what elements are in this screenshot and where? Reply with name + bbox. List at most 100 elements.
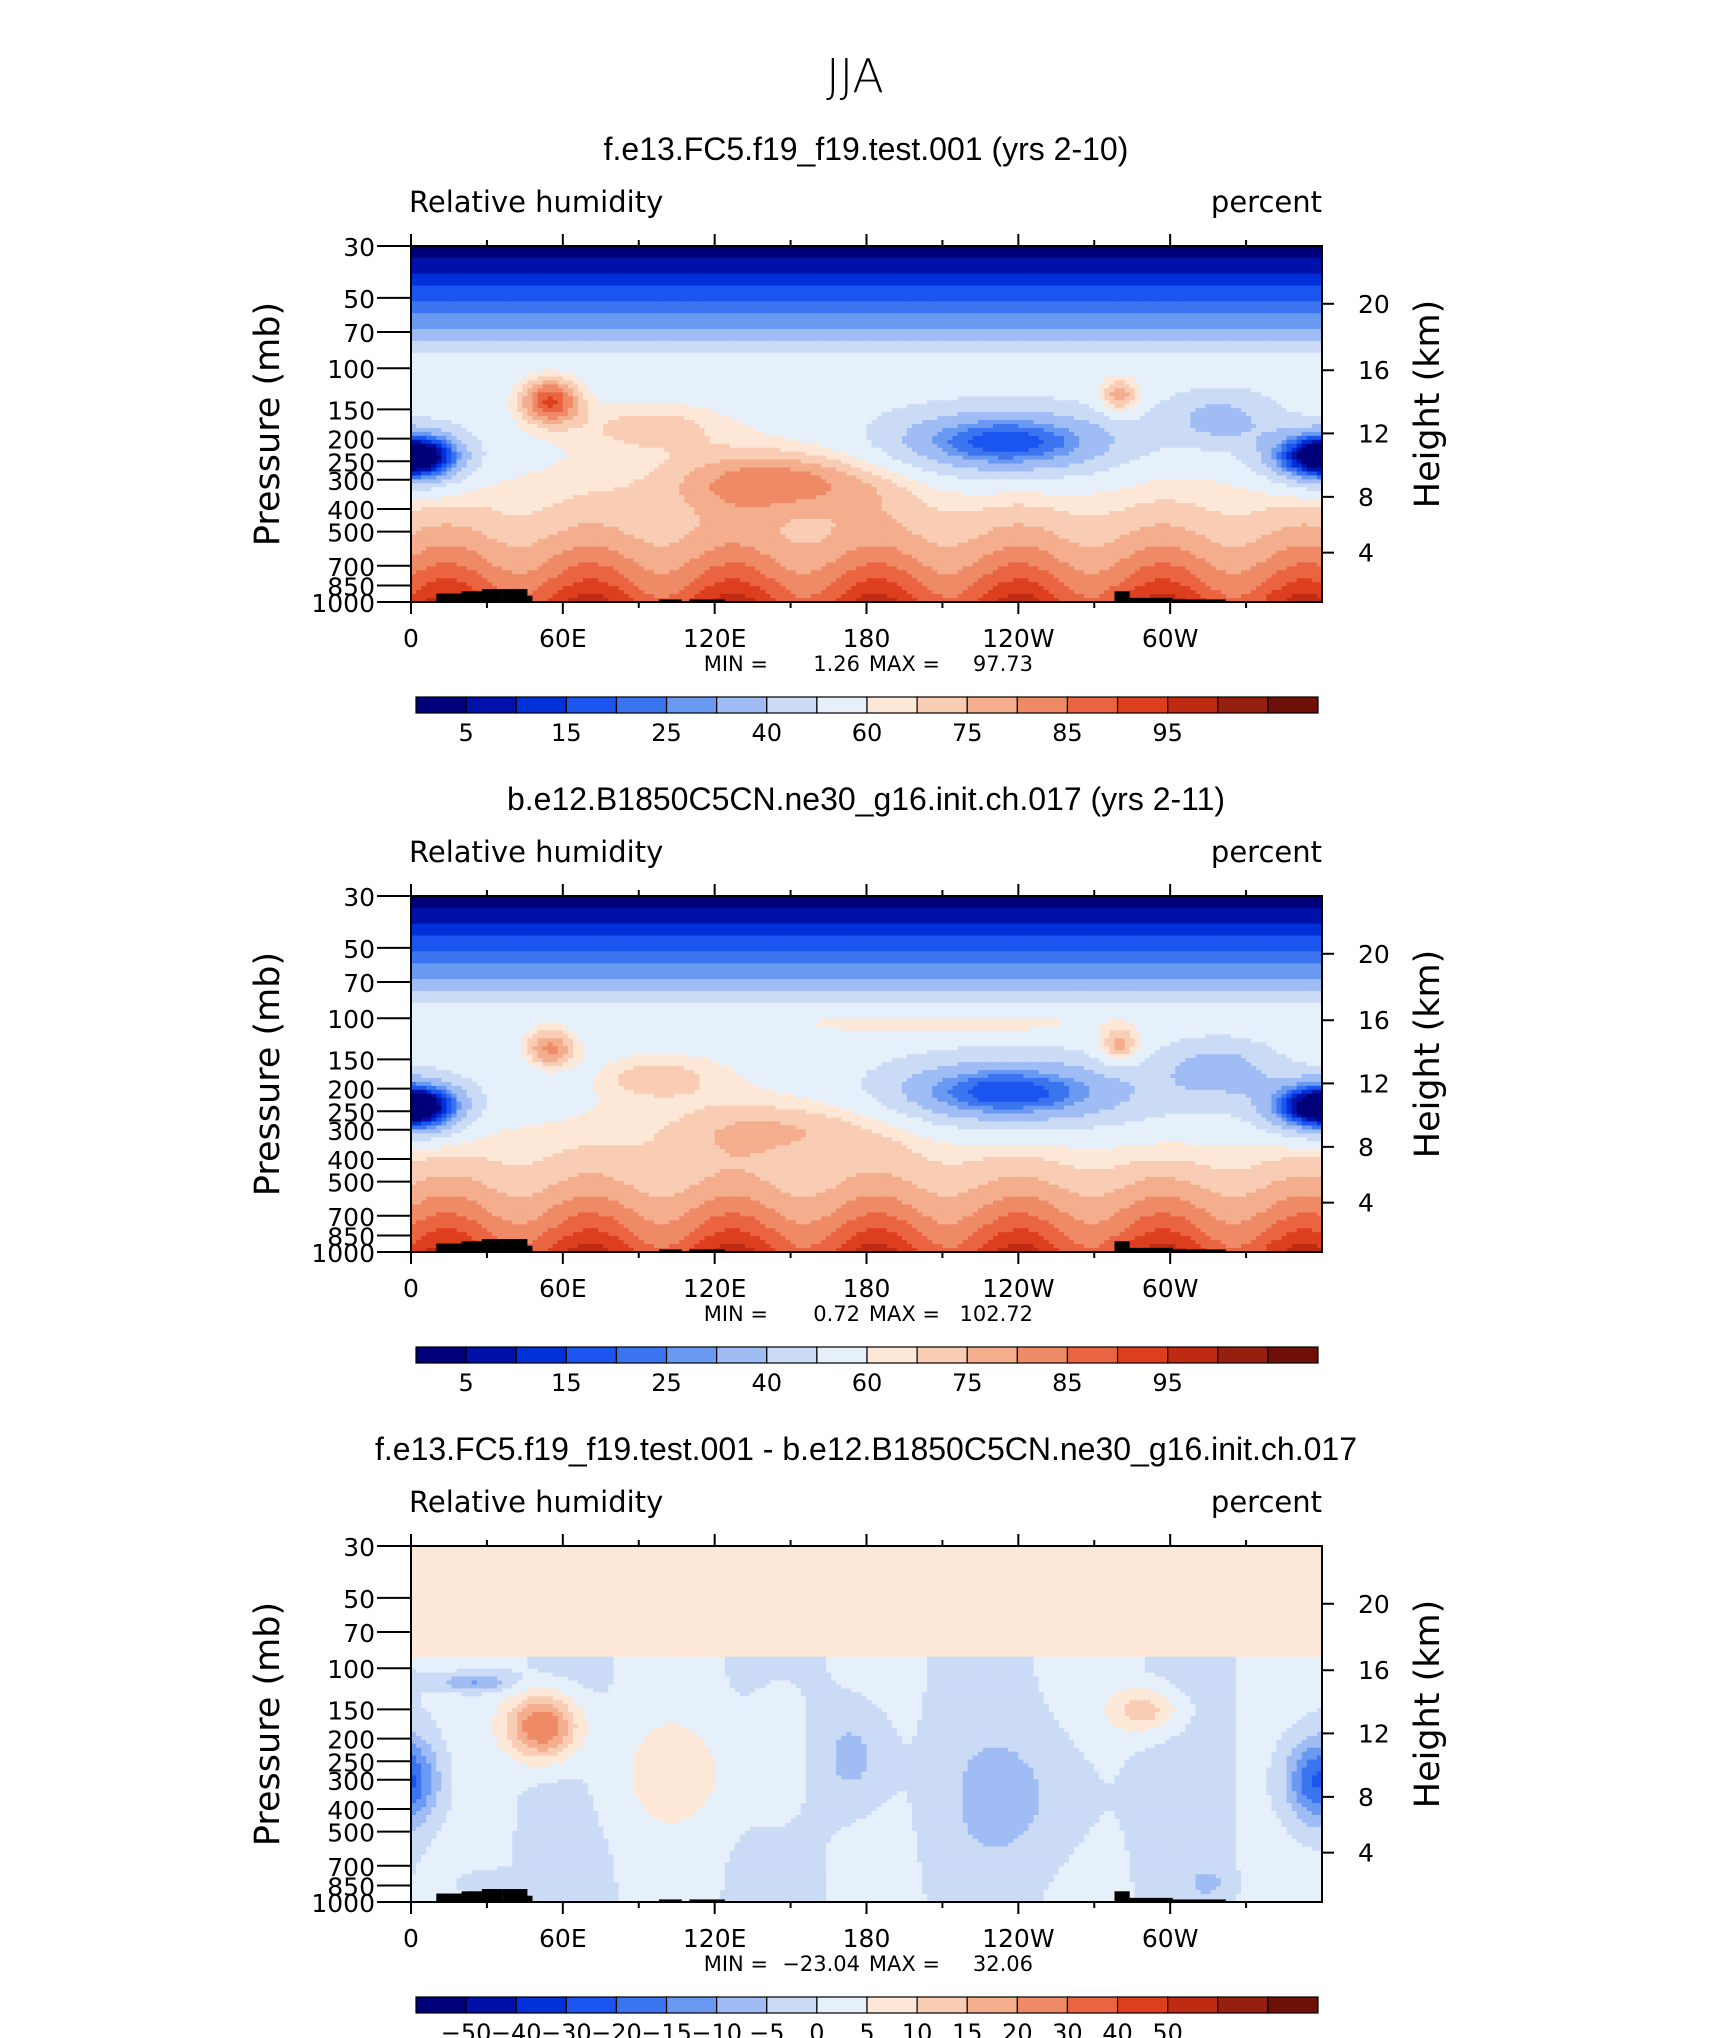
contour-cell — [639, 254, 645, 259]
contour-cell — [922, 325, 928, 330]
contour-cell — [598, 258, 604, 263]
contour-cell — [1094, 286, 1100, 291]
contour-cell — [512, 305, 518, 310]
contour-cell — [603, 297, 609, 302]
contour-cell — [730, 301, 736, 306]
contour-cell — [416, 325, 422, 330]
contour-cell — [588, 270, 594, 275]
contour-cell — [993, 266, 999, 271]
contour-cell — [1216, 262, 1222, 267]
contour-cell — [988, 250, 994, 255]
contour-cell — [953, 254, 959, 259]
contour-cell — [947, 290, 953, 295]
contour-cell — [1261, 278, 1267, 283]
contour-cell — [644, 337, 650, 342]
contour-cell — [1135, 329, 1141, 334]
contour-cell — [877, 270, 883, 275]
contour-cell — [841, 262, 847, 267]
contour-cell — [477, 254, 483, 259]
contour-cell — [1287, 341, 1293, 346]
contour-cell — [846, 309, 852, 314]
contour-cell — [1064, 297, 1070, 302]
contour-cell — [1069, 337, 1075, 342]
contour-cell — [644, 333, 650, 338]
contour-cell — [1008, 309, 1014, 314]
contour-cell — [1190, 329, 1196, 334]
contour-cell — [603, 270, 609, 275]
contour-cell — [1256, 270, 1262, 275]
contour-cell — [811, 274, 817, 279]
contour-cell — [1140, 266, 1146, 271]
contour-cell — [1155, 305, 1161, 310]
contour-cell — [553, 286, 559, 291]
contour-cell — [573, 321, 579, 326]
contour-cell — [472, 274, 478, 279]
contour-cell — [973, 266, 979, 271]
contour-cell — [1130, 258, 1136, 263]
contour-cell — [1109, 329, 1115, 334]
contour-cell — [649, 301, 655, 306]
contour-cell — [467, 321, 473, 326]
contour-cell — [421, 254, 427, 259]
contour-cell — [892, 270, 898, 275]
contour-cell — [613, 274, 619, 279]
contour-cell — [958, 313, 964, 318]
contour-cell — [1049, 293, 1055, 298]
contour-cell — [796, 254, 802, 259]
contour-cell — [988, 301, 994, 306]
contour-cell — [811, 309, 817, 314]
contour-cell — [993, 337, 999, 342]
contour-cell — [932, 270, 938, 275]
contour-cell — [1044, 293, 1050, 298]
contour-cell — [578, 262, 584, 267]
contour-cell — [451, 293, 457, 298]
contour-cell — [1125, 313, 1131, 318]
contour-cell — [963, 282, 969, 287]
contour-cell — [487, 293, 493, 298]
contour-cell — [634, 258, 640, 263]
contour-cell — [963, 345, 969, 350]
contour-cell — [1034, 262, 1040, 267]
contour-cell — [548, 321, 554, 326]
contour-cell — [1302, 282, 1308, 287]
contour-cell — [1069, 290, 1075, 295]
contour-cell — [770, 333, 776, 338]
contour-cell — [548, 341, 554, 346]
contour-cell — [755, 321, 761, 326]
contour-cell — [947, 341, 953, 346]
contour-cell — [1109, 258, 1115, 263]
contour-cell — [877, 321, 883, 326]
contour-cell — [780, 341, 786, 346]
contour-cell — [487, 290, 493, 295]
contour-cell — [1302, 313, 1308, 318]
contour-cell — [1089, 333, 1095, 338]
contour-cell — [502, 305, 508, 310]
contour-cell — [517, 278, 523, 283]
contour-cell — [856, 278, 862, 283]
contour-cell — [588, 337, 594, 342]
contour-cell — [603, 274, 609, 279]
contour-cell — [1185, 337, 1191, 342]
contour-cell — [1089, 262, 1095, 267]
contour-cell — [482, 301, 488, 306]
contour-cell — [841, 345, 847, 350]
contour-cell — [1190, 274, 1196, 279]
contour-cell — [1231, 329, 1237, 334]
contour-cell — [892, 321, 898, 326]
contour-cell — [573, 333, 579, 338]
contour-cell — [431, 333, 437, 338]
contour-cell — [487, 301, 493, 306]
contour-cell — [664, 286, 670, 291]
contour-cell — [887, 309, 893, 314]
contour-cell — [527, 278, 533, 283]
contour-cell — [786, 305, 792, 310]
contour-cell — [765, 278, 771, 283]
contour-cell — [563, 333, 569, 338]
contour-cell — [608, 274, 614, 279]
contour-cell — [851, 301, 857, 306]
contour-cell — [1180, 329, 1186, 334]
contour-cell — [831, 266, 837, 271]
contour-cell — [1226, 254, 1232, 259]
contour-cell — [1251, 329, 1257, 334]
contour-cell — [1231, 290, 1237, 295]
